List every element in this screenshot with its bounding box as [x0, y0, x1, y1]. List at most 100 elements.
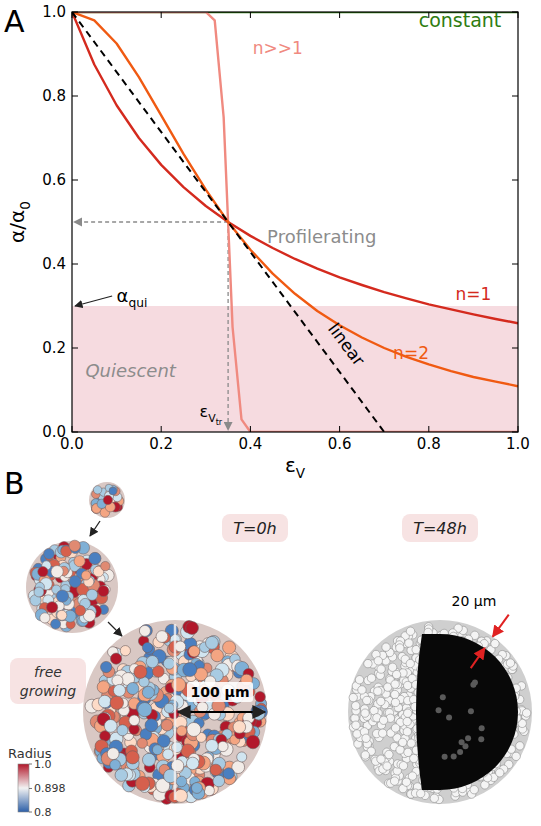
cell — [57, 610, 67, 620]
cell — [163, 658, 174, 669]
cell — [223, 641, 236, 654]
cell — [146, 656, 158, 668]
cell — [391, 680, 399, 688]
x-tick-top — [72, 12, 73, 18]
cell — [69, 576, 81, 588]
cell — [81, 571, 90, 580]
y-tick-label: 0.6 — [42, 171, 66, 189]
label-patch — [187, 682, 253, 702]
cell — [117, 725, 128, 736]
y-tick-right — [512, 264, 518, 265]
cell — [110, 696, 123, 709]
cell — [126, 751, 139, 764]
label-main: α/α — [5, 210, 29, 243]
cell — [44, 549, 55, 560]
cell — [174, 789, 187, 802]
x-tick — [161, 426, 162, 432]
cell — [104, 719, 117, 732]
cell — [470, 682, 476, 688]
y-tick — [72, 264, 78, 265]
cell — [191, 783, 202, 794]
cell — [459, 739, 465, 745]
scale-label: 100 µm — [191, 684, 250, 700]
cell — [451, 754, 457, 760]
panel-b: Bfreegrowing100 µmT=0hT=48h20 µmRadius1.… — [0, 0, 532, 819]
cell — [183, 663, 197, 677]
colorbar-tick-label: 0.8 — [34, 806, 52, 819]
plot-area — [72, 12, 518, 432]
cell — [115, 769, 128, 782]
cell — [211, 649, 224, 662]
series-label: linear — [324, 319, 369, 369]
cell — [172, 678, 186, 692]
cell — [223, 768, 234, 779]
figure: A0.00.20.40.60.81.00.00.20.40.60.81.0εVα… — [0, 0, 541, 826]
x-tick — [339, 426, 340, 432]
cell — [142, 686, 154, 698]
cell — [172, 742, 183, 753]
label-box — [222, 514, 288, 542]
time-label: T=0h — [233, 519, 277, 538]
cell — [110, 760, 121, 771]
cell — [152, 745, 162, 755]
cell — [233, 721, 246, 734]
cell — [479, 725, 485, 731]
growth-arrow — [108, 622, 122, 636]
box-label: free — [34, 664, 62, 680]
cell — [89, 552, 101, 564]
cell — [186, 622, 199, 635]
necrotic-core — [416, 634, 518, 790]
cell — [506, 659, 514, 667]
cell — [391, 698, 399, 706]
cell — [362, 734, 370, 742]
cell — [101, 561, 110, 570]
cell — [138, 702, 152, 716]
cell — [374, 657, 382, 665]
growth-arrow — [90, 521, 100, 536]
cell — [396, 644, 404, 652]
sphere-t48 — [348, 620, 532, 804]
cell — [516, 742, 524, 750]
cell — [137, 738, 147, 748]
cell — [34, 587, 44, 597]
x-tick — [72, 426, 73, 432]
cell — [97, 681, 109, 693]
cell — [177, 726, 187, 736]
cell — [187, 722, 201, 736]
series-label: n=2 — [393, 343, 429, 363]
cell — [404, 709, 412, 717]
cell — [246, 735, 260, 749]
cell — [186, 757, 198, 769]
label-sub: 0 — [17, 201, 33, 210]
cell — [129, 715, 140, 726]
cell — [403, 728, 411, 736]
x-tick-top — [518, 12, 519, 18]
y-tick-label: 0.0 — [42, 423, 66, 441]
cell — [187, 646, 199, 658]
cell — [361, 751, 369, 759]
colorbar-tick-label: 1.0 — [34, 758, 52, 771]
cell — [98, 586, 109, 597]
cell — [255, 692, 265, 702]
y-tick — [72, 12, 78, 13]
y-tick — [72, 96, 78, 97]
cell — [355, 676, 363, 684]
colorbar-tick — [29, 764, 32, 765]
cell — [392, 670, 400, 678]
label-main: α — [117, 285, 129, 306]
label-box — [402, 514, 478, 542]
label-subsub: tr — [216, 418, 223, 427]
label-box — [10, 658, 86, 704]
cell — [399, 762, 407, 770]
y-tick — [72, 348, 78, 349]
y-tick-label: 0.4 — [42, 255, 66, 273]
cell — [156, 631, 168, 643]
rim-arrow — [471, 648, 485, 668]
cell — [109, 487, 117, 495]
y-tick-right — [512, 432, 518, 433]
colorbar — [18, 764, 29, 812]
cell — [111, 653, 122, 664]
cell — [358, 686, 366, 694]
cell — [512, 752, 520, 760]
time-label: T=48h — [413, 519, 467, 538]
